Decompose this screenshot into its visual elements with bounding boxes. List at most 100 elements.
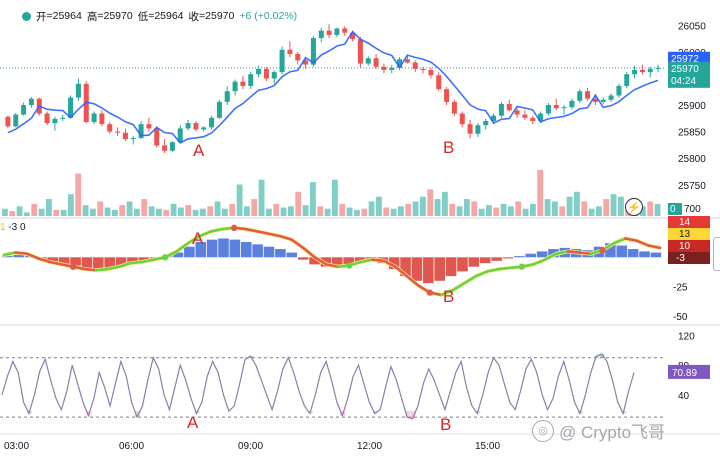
osc-value-tag-label: 13 <box>679 229 691 240</box>
volume-bar <box>60 209 67 216</box>
last-price-tag-label: 25970 <box>671 64 699 75</box>
osc-histogram-bar <box>616 245 628 258</box>
high-label: 高 <box>86 10 98 23</box>
candle-body <box>459 113 465 125</box>
volume-bar <box>471 201 478 216</box>
osc-wave-segment <box>278 234 294 241</box>
volume-bar <box>178 207 184 216</box>
volume-bar <box>192 209 199 216</box>
candle-body <box>240 81 246 86</box>
candle-body <box>122 132 128 140</box>
osc-wave-segment <box>612 237 627 245</box>
price-tick-label: 25900 <box>678 101 706 112</box>
candle-body <box>216 101 222 118</box>
green-dot-icon <box>22 11 31 21</box>
candle-body <box>263 68 269 79</box>
osc-value-tag-label: 14 <box>679 217 691 228</box>
osc-cross-dot <box>69 263 77 270</box>
candle-body <box>491 115 497 121</box>
osc-value-tag-label: -3 <box>676 253 685 264</box>
volume-bar <box>574 191 580 216</box>
volume-bar <box>610 194 617 216</box>
countdown-label: 04:24 <box>671 76 696 87</box>
candle-body <box>350 32 356 40</box>
osc-wave-segment <box>140 258 155 264</box>
annotation-label: A <box>187 413 199 432</box>
candle-body <box>632 69 638 75</box>
osc-histogram-bar <box>388 257 400 270</box>
osc-histogram-bar <box>514 256 525 258</box>
candle-body <box>271 72 277 79</box>
volume-bar <box>2 208 8 216</box>
candle-body <box>483 120 489 126</box>
volume-bar <box>16 206 23 216</box>
overbought-fill <box>594 356 600 358</box>
indicator-name: 1 <box>0 222 6 233</box>
osc-wave-segment <box>117 261 132 269</box>
osc-histogram-bar <box>206 239 218 258</box>
annotation-label: B <box>440 415 451 434</box>
candle-body <box>444 89 450 102</box>
candle-body <box>193 123 199 130</box>
candle-body <box>115 131 121 133</box>
osc-wave-segment <box>106 265 121 271</box>
candle-body <box>256 68 262 75</box>
stoch-tick-label: 120 <box>678 331 695 342</box>
candle-body <box>107 124 113 132</box>
candle-body <box>357 39 363 64</box>
osc-wave-segment <box>25 252 40 260</box>
volume-bar <box>163 209 170 216</box>
osc-wave-segment <box>255 230 271 236</box>
volume-bar <box>596 206 602 216</box>
volume-tick-label: 0 <box>670 204 676 215</box>
volume-bar <box>346 207 353 216</box>
volume-bar <box>618 196 624 216</box>
osc-histogram-bar <box>229 239 241 258</box>
osc-wave-segment <box>624 237 639 243</box>
candle-body <box>224 91 230 102</box>
time-tick-label: 09:00 <box>238 441 263 452</box>
volume-bar <box>222 208 228 216</box>
volume-bar <box>38 208 45 216</box>
osc-wave-segment <box>301 246 317 259</box>
osc-histogram-bar <box>309 257 320 265</box>
osc-wave-segment <box>267 232 282 238</box>
candle-body <box>545 105 551 114</box>
stoch-value-tag-label: 70.89 <box>672 368 697 379</box>
volume-bar <box>420 196 426 216</box>
osc-histogram-bar <box>2 256 13 258</box>
osc-histogram-bar <box>127 257 138 264</box>
osc-histogram-bar <box>343 257 354 265</box>
candle-body <box>209 117 215 128</box>
candle-body <box>5 116 11 127</box>
price-tick-label: 700 <box>684 204 701 215</box>
osc-wave-segment <box>186 234 201 245</box>
osc-cross-dot <box>426 289 434 296</box>
lightning-icon[interactable]: ⚡ <box>625 198 643 216</box>
osc-value-tag <box>668 216 710 228</box>
volume-bar <box>478 208 485 216</box>
volume-bar <box>90 208 96 216</box>
candle-body <box>334 28 340 35</box>
candle-body <box>577 91 583 101</box>
candle-body <box>412 62 418 69</box>
osc-value-tag <box>668 252 710 264</box>
candle-body <box>506 103 512 111</box>
candle-body <box>530 117 536 121</box>
osc-cross-dot <box>346 262 353 269</box>
volume-bar <box>376 196 382 216</box>
candle-body <box>154 128 160 146</box>
volume-bar <box>530 203 536 216</box>
candle-body <box>616 85 622 96</box>
volume-bar <box>354 209 360 216</box>
candle-body <box>608 95 614 100</box>
volume-bar <box>53 209 60 216</box>
time-tick-label: 15:00 <box>475 441 500 452</box>
osc-wave-segment <box>209 227 224 233</box>
osc-wave-segment <box>198 230 213 238</box>
candle-body <box>248 74 254 86</box>
osc-histogram-bar <box>81 257 93 268</box>
scale-handle[interactable] <box>713 237 720 271</box>
low-value: =25964 <box>148 10 184 22</box>
